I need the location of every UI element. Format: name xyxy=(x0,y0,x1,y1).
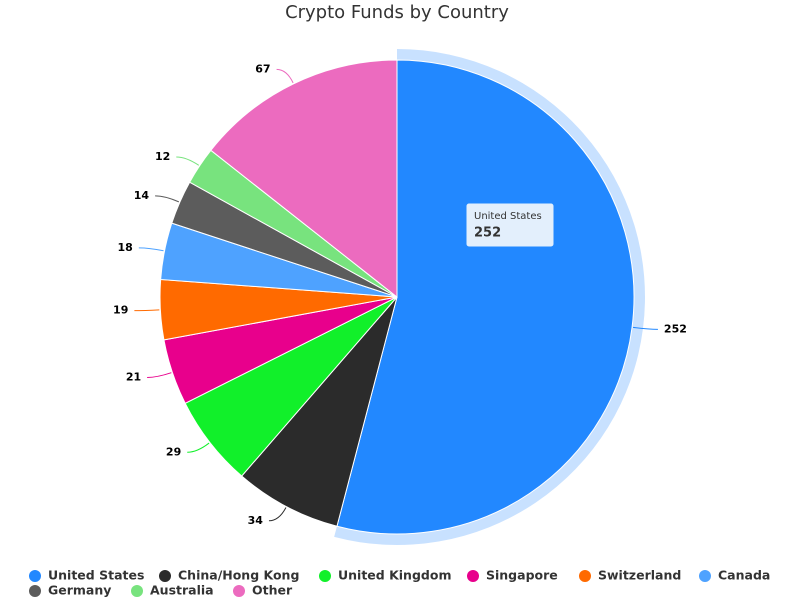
label-connector xyxy=(147,372,172,378)
legend-item: Other xyxy=(233,583,293,598)
legend-marker xyxy=(319,570,331,582)
label-connector xyxy=(138,247,164,252)
legend-label: Singapore xyxy=(486,568,558,583)
legend-item: Canada xyxy=(699,568,770,583)
data-label: 14 xyxy=(134,189,150,202)
pie-slice xyxy=(336,59,635,535)
legend-marker xyxy=(579,570,591,582)
legend-item: Singapore xyxy=(467,568,558,583)
label-connector xyxy=(176,156,200,166)
label-connector xyxy=(276,68,294,84)
legend-label: Australia xyxy=(150,583,214,598)
data-label: 18 xyxy=(118,241,133,254)
data-label: 21 xyxy=(126,370,141,383)
pie-slice xyxy=(210,59,398,299)
legend-marker xyxy=(699,570,711,582)
tooltip: United States 252 xyxy=(465,202,555,248)
data-label: 67 xyxy=(255,62,270,75)
label-connector xyxy=(632,326,658,330)
data-label: 12 xyxy=(155,150,170,163)
legend: United States China/Hong Kong United Kingd… xyxy=(29,568,770,598)
label-connector xyxy=(134,309,160,312)
legend-marker xyxy=(29,570,41,582)
data-label: 252 xyxy=(664,322,687,335)
legend-marker xyxy=(467,570,479,582)
legend-item: United States xyxy=(29,568,144,583)
legend-item: United Kingdom xyxy=(319,568,451,583)
legend-marker xyxy=(29,585,41,597)
tooltip-box xyxy=(465,202,555,248)
legend-item: Australia xyxy=(131,583,214,598)
legend-item: China/Hong Kong xyxy=(159,568,299,583)
legend-label: United Kingdom xyxy=(338,568,451,583)
tooltip-name: United States xyxy=(474,211,542,222)
data-label: 34 xyxy=(248,514,264,527)
legend-item: Switzerland xyxy=(579,568,681,583)
chart-title: Crypto Funds by Country xyxy=(285,2,509,23)
pie-slice xyxy=(240,296,398,527)
legend-marker xyxy=(159,570,171,582)
legend-label: Other xyxy=(252,583,293,598)
legend-label: Germany xyxy=(48,583,111,598)
legend-label: Switzerland xyxy=(598,568,681,583)
legend-marker xyxy=(131,585,143,597)
legend-label: Canada xyxy=(718,568,770,583)
legend-item: Germany xyxy=(29,583,111,598)
data-label: 29 xyxy=(166,445,181,458)
legend-label: China/Hong Kong xyxy=(178,568,299,583)
legend-label: United States xyxy=(48,568,144,583)
label-connector xyxy=(155,195,180,203)
label-connector xyxy=(187,442,210,453)
tooltip-value: 252 xyxy=(474,226,501,241)
legend-marker xyxy=(233,585,245,597)
data-label: 19 xyxy=(113,304,128,317)
label-connector xyxy=(268,507,287,522)
